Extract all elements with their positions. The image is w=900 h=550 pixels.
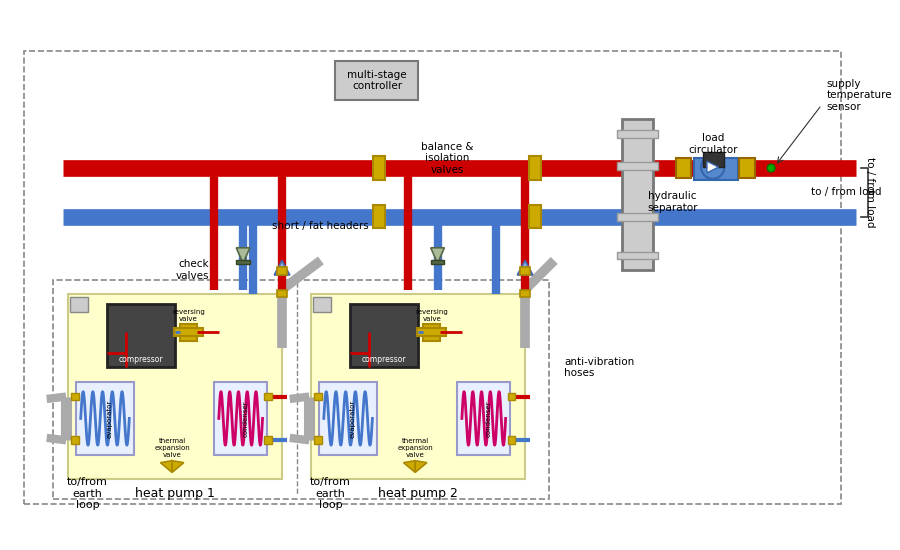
Text: check
valves: check valves [176, 260, 209, 281]
Bar [277, 267, 287, 275]
Text: to/from
earth
loop: to/from earth loop [310, 477, 351, 510]
Bar [265, 436, 273, 444]
Bar [508, 436, 516, 444]
Bar [350, 304, 418, 367]
Bar [311, 294, 525, 479]
Polygon shape [415, 461, 427, 472]
Bar [431, 260, 445, 265]
Bar [374, 205, 385, 228]
Bar [174, 328, 203, 336]
Text: hydraulic
separator: hydraulic separator [648, 191, 698, 213]
Bar [237, 260, 250, 265]
Bar [529, 156, 541, 180]
Text: to/from
earth
loop: to/from earth loop [68, 477, 108, 510]
Bar [314, 393, 322, 400]
Text: reversing
valve: reversing valve [416, 309, 448, 322]
Text: evaporator: evaporator [350, 399, 356, 438]
Polygon shape [237, 248, 250, 263]
Bar [314, 436, 322, 444]
Bar [24, 51, 842, 503]
Bar [214, 382, 267, 455]
Text: multi-stage
controller: multi-stage controller [347, 70, 407, 91]
Polygon shape [274, 260, 290, 275]
Bar [617, 162, 658, 170]
Polygon shape [518, 260, 533, 275]
Polygon shape [403, 461, 415, 472]
Bar [76, 382, 134, 455]
Text: anti-vibration
hoses: anti-vibration hoses [564, 356, 634, 378]
Text: short / fat headers: short / fat headers [273, 222, 369, 232]
Bar [739, 158, 754, 178]
Bar [374, 156, 385, 180]
Bar [71, 393, 79, 400]
Polygon shape [172, 461, 184, 472]
Circle shape [701, 156, 724, 179]
Bar [617, 252, 658, 260]
Text: to / from load: to / from load [811, 188, 881, 197]
Text: load
circulator: load circulator [688, 133, 737, 155]
Text: heat pump 2: heat pump 2 [378, 487, 458, 500]
Bar [53, 280, 549, 499]
Bar [68, 294, 282, 479]
Bar [277, 290, 287, 298]
Circle shape [767, 164, 775, 172]
Bar [70, 298, 87, 312]
Bar [336, 61, 418, 100]
Text: compressor: compressor [362, 355, 407, 364]
Text: evaporator: evaporator [107, 399, 112, 438]
Polygon shape [160, 461, 172, 472]
Text: supply
temperature
sensor: supply temperature sensor [826, 79, 892, 112]
Bar [71, 436, 79, 444]
Bar [617, 130, 658, 138]
Text: condenser: condenser [242, 400, 248, 437]
Bar [265, 393, 273, 400]
Text: thermal
expansion
valve: thermal expansion valve [154, 438, 190, 458]
Bar [622, 119, 653, 270]
Bar [520, 290, 530, 298]
Polygon shape [706, 161, 718, 173]
Bar [417, 328, 446, 336]
Bar [520, 267, 530, 275]
Bar [319, 382, 377, 455]
Bar [529, 205, 541, 228]
Text: heat pump 1: heat pump 1 [135, 487, 215, 500]
Polygon shape [431, 248, 445, 263]
Bar [423, 323, 440, 341]
Bar [457, 382, 510, 455]
Bar [676, 158, 691, 178]
Bar [313, 298, 330, 312]
Bar [703, 151, 724, 167]
Bar [694, 158, 738, 180]
Text: compressor: compressor [119, 355, 163, 364]
Text: to / from load: to / from load [865, 157, 876, 228]
Text: condenser: condenser [486, 400, 491, 437]
Bar [508, 393, 516, 400]
Bar [617, 213, 658, 221]
Bar [180, 323, 197, 341]
Bar [107, 304, 175, 367]
Text: thermal
expansion
valve: thermal expansion valve [397, 438, 433, 458]
Text: reversing
valve: reversing valve [172, 309, 205, 322]
Text: balance &
isolation
valves: balance & isolation valves [421, 142, 473, 175]
